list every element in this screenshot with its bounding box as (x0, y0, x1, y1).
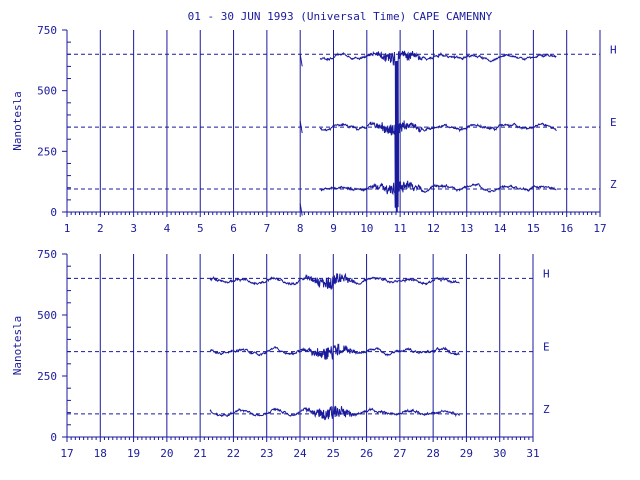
chart-panel-1: 1 2 3 4 5 6 7 8 9 10 11 12 13 14 15 16 170250500750Nanot… (11, 24, 617, 235)
data-fragment (299, 120, 303, 134)
x-tick-label: 6 (230, 222, 237, 235)
component-label-e: E (543, 341, 550, 354)
y-tick-label: 750 (37, 248, 57, 261)
x-tick-label: 14 (493, 222, 507, 235)
x-tick-label: 27 (393, 447, 406, 460)
x-tick-label: 28 (427, 447, 440, 460)
series-line-e (209, 343, 460, 360)
x-tick-label: 10 (360, 222, 373, 235)
series-line-h (319, 50, 557, 208)
x-tick-label: 16 (560, 222, 573, 235)
component-label-h: H (543, 267, 550, 280)
x-tick-label: 20 (160, 447, 173, 460)
x-tick-label: 1 (64, 222, 71, 235)
x-tick-label: 23 (260, 447, 273, 460)
series-line-e (319, 61, 557, 208)
x-tick-label: 17 (593, 222, 606, 235)
y-tick-label: 0 (50, 431, 57, 444)
y-tick-label: 750 (37, 24, 57, 37)
x-tick-label: 2 (97, 222, 104, 235)
x-tick-label: 18 (94, 447, 107, 460)
x-tick-label: 26 (360, 447, 373, 460)
y-tick-label: 0 (50, 206, 57, 219)
y-tick-label: 500 (37, 309, 57, 322)
x-tick-label: 5 (197, 222, 204, 235)
component-label-z: Z (543, 403, 550, 416)
x-tick-label: 19 (127, 447, 140, 460)
data-fragment (299, 203, 303, 216)
x-tick-label: 31 (526, 447, 539, 460)
y-axis-label: Nanotesla (11, 316, 24, 376)
component-label-e: E (610, 116, 617, 129)
x-tick-label: 22 (227, 447, 240, 460)
y-tick-label: 250 (37, 370, 57, 383)
x-tick-label: 17 (60, 447, 73, 460)
component-label-h: H (610, 43, 617, 56)
x-tick-label: 9 (330, 222, 337, 235)
x-tick-label: 21 (194, 447, 207, 460)
y-tick-label: 250 (37, 145, 57, 158)
y-axis-label: Nanotesla (11, 91, 24, 151)
x-tick-label: 25 (327, 447, 340, 460)
x-tick-label: 3 (130, 222, 137, 235)
series-line-z (319, 61, 557, 208)
series-line-h (209, 272, 460, 290)
y-tick-label: 500 (37, 85, 57, 98)
x-tick-label: 24 (293, 447, 307, 460)
x-tick-label: 15 (527, 222, 540, 235)
x-tick-label: 29 (460, 447, 473, 460)
x-tick-label: 4 (164, 222, 171, 235)
component-label-z: Z (610, 178, 617, 191)
x-tick-label: 30 (493, 447, 506, 460)
x-tick-label: 12 (427, 222, 440, 235)
x-tick-label: 13 (460, 222, 473, 235)
x-tick-label: 11 (394, 222, 407, 235)
x-tick-label: 7 (264, 222, 271, 235)
data-fragment (299, 54, 303, 67)
series-line-z (209, 405, 460, 421)
x-tick-label: 8 (297, 222, 304, 235)
chart-title: 01 - 30 JUN 1993 (Universal Time) CAPE C… (188, 10, 493, 23)
chart-panel-2: 17 18 19 20 21 22 23 24 25 26 27 28 29 30 31 0 250 500 750… (11, 248, 550, 460)
